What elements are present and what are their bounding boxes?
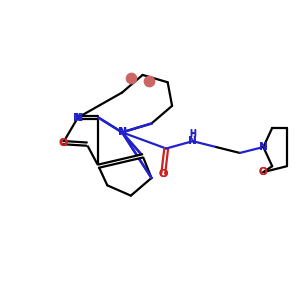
Text: O: O: [59, 138, 68, 148]
Text: H: H: [189, 129, 196, 138]
Text: N: N: [259, 142, 268, 152]
Text: O: O: [59, 138, 67, 148]
Text: N: N: [74, 112, 82, 123]
Text: N: N: [74, 112, 82, 123]
Text: N: N: [118, 127, 126, 137]
Text: O: O: [259, 167, 268, 177]
Point: [128, 76, 133, 80]
Text: N: N: [188, 136, 197, 146]
Text: H: H: [189, 130, 196, 139]
Text: O: O: [259, 167, 268, 177]
Text: O: O: [159, 169, 168, 178]
Text: N: N: [188, 136, 197, 146]
Text: N: N: [259, 142, 268, 152]
Point: [146, 78, 151, 83]
Text: O: O: [159, 169, 168, 178]
Text: N: N: [118, 127, 126, 137]
